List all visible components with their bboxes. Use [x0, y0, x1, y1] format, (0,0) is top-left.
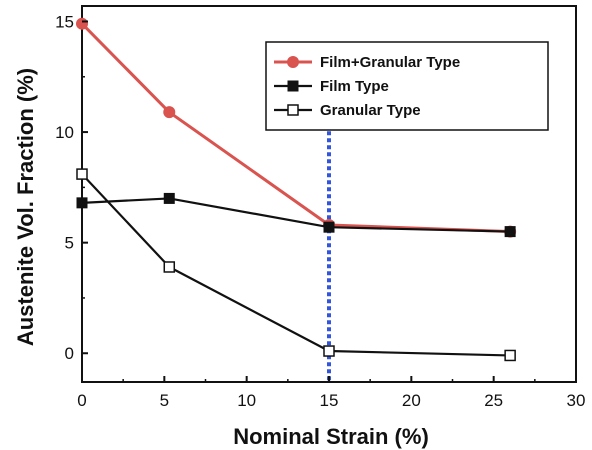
data-point [76, 17, 88, 30]
legend-box [265, 41, 549, 131]
data-point [163, 106, 176, 119]
series-line-granular-type [81, 173, 511, 357]
legend-label-film-granular-type: Film+Granular Type [320, 54, 460, 71]
data-point [504, 349, 516, 362]
x-tick-label: 5 [160, 391, 169, 410]
series-granular-type [76, 168, 516, 362]
legend-label-granular-type: Granular Type [320, 102, 421, 119]
data-point [504, 226, 516, 238]
legend-marker-film-granular-type [287, 56, 299, 68]
series-line-film-type [81, 197, 511, 233]
x-tick-label: 10 [237, 391, 256, 410]
series-film-type [76, 192, 516, 238]
y-axis-title: Austenite Vol. Fraction (%) [13, 68, 38, 346]
x-tick-label: 15 [320, 391, 339, 410]
x-tick-label: 30 [567, 391, 586, 410]
axes: 0 5 10 15 20 25 30 0 5 10 15 [55, 12, 585, 410]
series-layer [76, 17, 517, 362]
x-tick-label: 20 [402, 391, 421, 410]
y-tick-label: 10 [55, 123, 74, 142]
data-point [163, 192, 175, 204]
legend: Film+Granular Type Film Type Granular Type [265, 41, 549, 131]
x-axis-title: Nominal Strain (%) [233, 424, 429, 449]
y-tick-label: 15 [55, 12, 74, 31]
y-tick-label: 5 [65, 234, 74, 253]
data-point [163, 261, 176, 273]
data-point [76, 168, 88, 180]
series-line-film-granular-type [80, 22, 511, 234]
data-point [76, 197, 88, 209]
data-point [323, 345, 335, 357]
y-tick-label: 0 [65, 344, 74, 363]
x-tick-label: 25 [484, 391, 503, 410]
data-point [323, 221, 335, 233]
x-tick-label: 0 [77, 391, 86, 410]
legend-label-film-type: Film Type [320, 78, 389, 95]
legend-marker-film-type [287, 80, 299, 92]
legend-marker-granular-type [287, 104, 299, 116]
